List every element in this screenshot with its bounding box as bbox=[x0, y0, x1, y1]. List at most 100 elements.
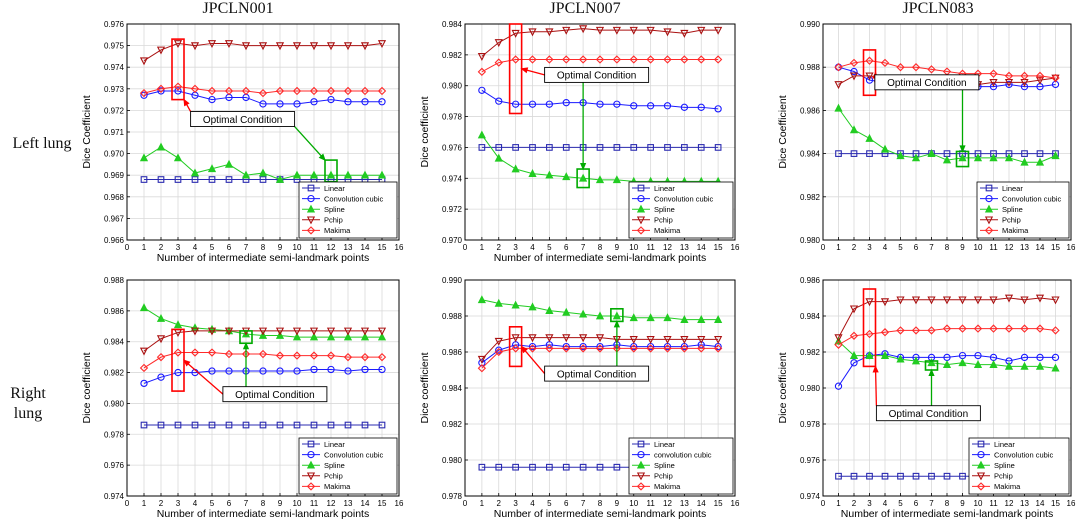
legend-frame bbox=[968, 437, 1070, 495]
data-point bbox=[139, 88, 149, 98]
x-tick-label: 13 bbox=[1020, 243, 1029, 252]
x-tick-label: 7 bbox=[244, 243, 249, 252]
data-point bbox=[927, 65, 936, 74]
x-tick-label: 8 bbox=[945, 499, 950, 508]
data-point bbox=[241, 170, 251, 179]
data-point bbox=[562, 144, 570, 151]
x-tick-label: 12 bbox=[663, 499, 672, 508]
data-point bbox=[1035, 294, 1045, 303]
y-axis-label: Dice Coefficient bbox=[81, 95, 93, 168]
data-point bbox=[850, 67, 858, 76]
data-point bbox=[259, 176, 267, 183]
x-tick-label: 15 bbox=[1051, 499, 1060, 508]
annotation-label: Optimal Condition bbox=[557, 369, 636, 380]
x-tick-label: 5 bbox=[547, 499, 552, 508]
data-point bbox=[834, 340, 843, 349]
arrowhead bbox=[183, 359, 191, 367]
data-point bbox=[866, 150, 873, 157]
data-point bbox=[835, 150, 842, 157]
data-point bbox=[258, 88, 268, 98]
data-point bbox=[156, 335, 166, 344]
legend-marker bbox=[306, 472, 316, 481]
data-point bbox=[959, 472, 966, 480]
data-point bbox=[343, 332, 353, 341]
data-point bbox=[680, 336, 689, 344]
series-linear bbox=[140, 421, 386, 429]
y-tick-label: 0.982 bbox=[800, 348, 821, 357]
x-tick-label: 11 bbox=[310, 243, 319, 252]
data-point bbox=[190, 168, 200, 177]
data-point bbox=[865, 72, 874, 81]
data-point bbox=[377, 86, 387, 96]
data-point bbox=[595, 55, 605, 64]
chart-panel-2: 0 1 2 3 4 5 6 7 8 9 10 11 12 13 14 15 160.9700.9720.9740… bbox=[419, 20, 740, 264]
data-point bbox=[292, 351, 302, 360]
x-tick-label: 16 bbox=[1067, 243, 1076, 252]
data-point bbox=[1035, 361, 1045, 370]
data-point bbox=[190, 84, 200, 93]
x-tick-label: 9 bbox=[960, 499, 965, 508]
x-tick-label: 7 bbox=[581, 499, 586, 508]
annotation-box bbox=[190, 111, 296, 127]
x-tick-label: 5 bbox=[210, 499, 215, 508]
highlight-box-red bbox=[862, 288, 877, 368]
x-tick-label: 12 bbox=[663, 243, 672, 252]
data-point bbox=[139, 153, 149, 162]
y-tick-label: 0.990 bbox=[442, 276, 463, 285]
data-point bbox=[1035, 76, 1045, 85]
legend-marker bbox=[306, 226, 316, 235]
data-point bbox=[629, 313, 638, 322]
annotation-box bbox=[544, 66, 650, 83]
data-point bbox=[562, 26, 571, 35]
data-point bbox=[646, 55, 655, 64]
y-tick-label: 0.972 bbox=[442, 205, 463, 214]
data-point bbox=[595, 344, 605, 353]
x-tick-label: 14 bbox=[361, 243, 370, 252]
data-point bbox=[680, 344, 689, 353]
chart-panel-6: 0 1 2 3 4 5 6 7 8 9 10 11 12 13 14 15 160.9740.9760.9780… bbox=[777, 276, 1076, 520]
data-point bbox=[850, 150, 858, 157]
data-point bbox=[344, 367, 352, 375]
data-point bbox=[1020, 82, 1029, 91]
data-point bbox=[714, 144, 722, 151]
data-point bbox=[292, 170, 302, 179]
data-point bbox=[562, 172, 571, 181]
arrowhead bbox=[959, 145, 966, 153]
legend-marker bbox=[636, 482, 646, 491]
series-pchip bbox=[477, 25, 723, 61]
data-point bbox=[293, 367, 301, 375]
data-point bbox=[1051, 326, 1060, 335]
legend-marker bbox=[636, 226, 646, 235]
x-tick-label: 4 bbox=[193, 243, 198, 252]
x-tick-label: 2 bbox=[159, 499, 164, 508]
data-point bbox=[275, 86, 285, 96]
x-tick-label: 16 bbox=[395, 243, 404, 252]
legend-label: convolution cubic bbox=[654, 450, 712, 459]
x-tick-label: 9 bbox=[278, 499, 283, 508]
data-point bbox=[562, 55, 571, 64]
data-point bbox=[494, 337, 503, 346]
legend-marker bbox=[636, 460, 646, 469]
series-line bbox=[838, 297, 1056, 338]
x-tick-label: 11 bbox=[646, 243, 655, 252]
annotation-arrow-red bbox=[872, 365, 879, 406]
x-tick-label: 1 bbox=[480, 499, 485, 508]
legend-label: Spline bbox=[994, 461, 1015, 470]
x-tick-label: 2 bbox=[497, 499, 502, 508]
data-point bbox=[242, 421, 250, 429]
arrowhead bbox=[928, 368, 935, 377]
data-point bbox=[850, 359, 858, 367]
data-point bbox=[360, 327, 370, 336]
data-point bbox=[973, 360, 983, 368]
data-point bbox=[680, 29, 689, 38]
data-point bbox=[139, 57, 149, 66]
data-point bbox=[360, 86, 370, 96]
data-point bbox=[911, 326, 921, 335]
series-linear bbox=[835, 150, 1059, 157]
data-point bbox=[156, 352, 166, 362]
data-point bbox=[579, 342, 587, 351]
x-tick-label: 14 bbox=[1036, 499, 1045, 508]
data-point bbox=[958, 324, 967, 333]
data-point bbox=[1051, 353, 1060, 362]
